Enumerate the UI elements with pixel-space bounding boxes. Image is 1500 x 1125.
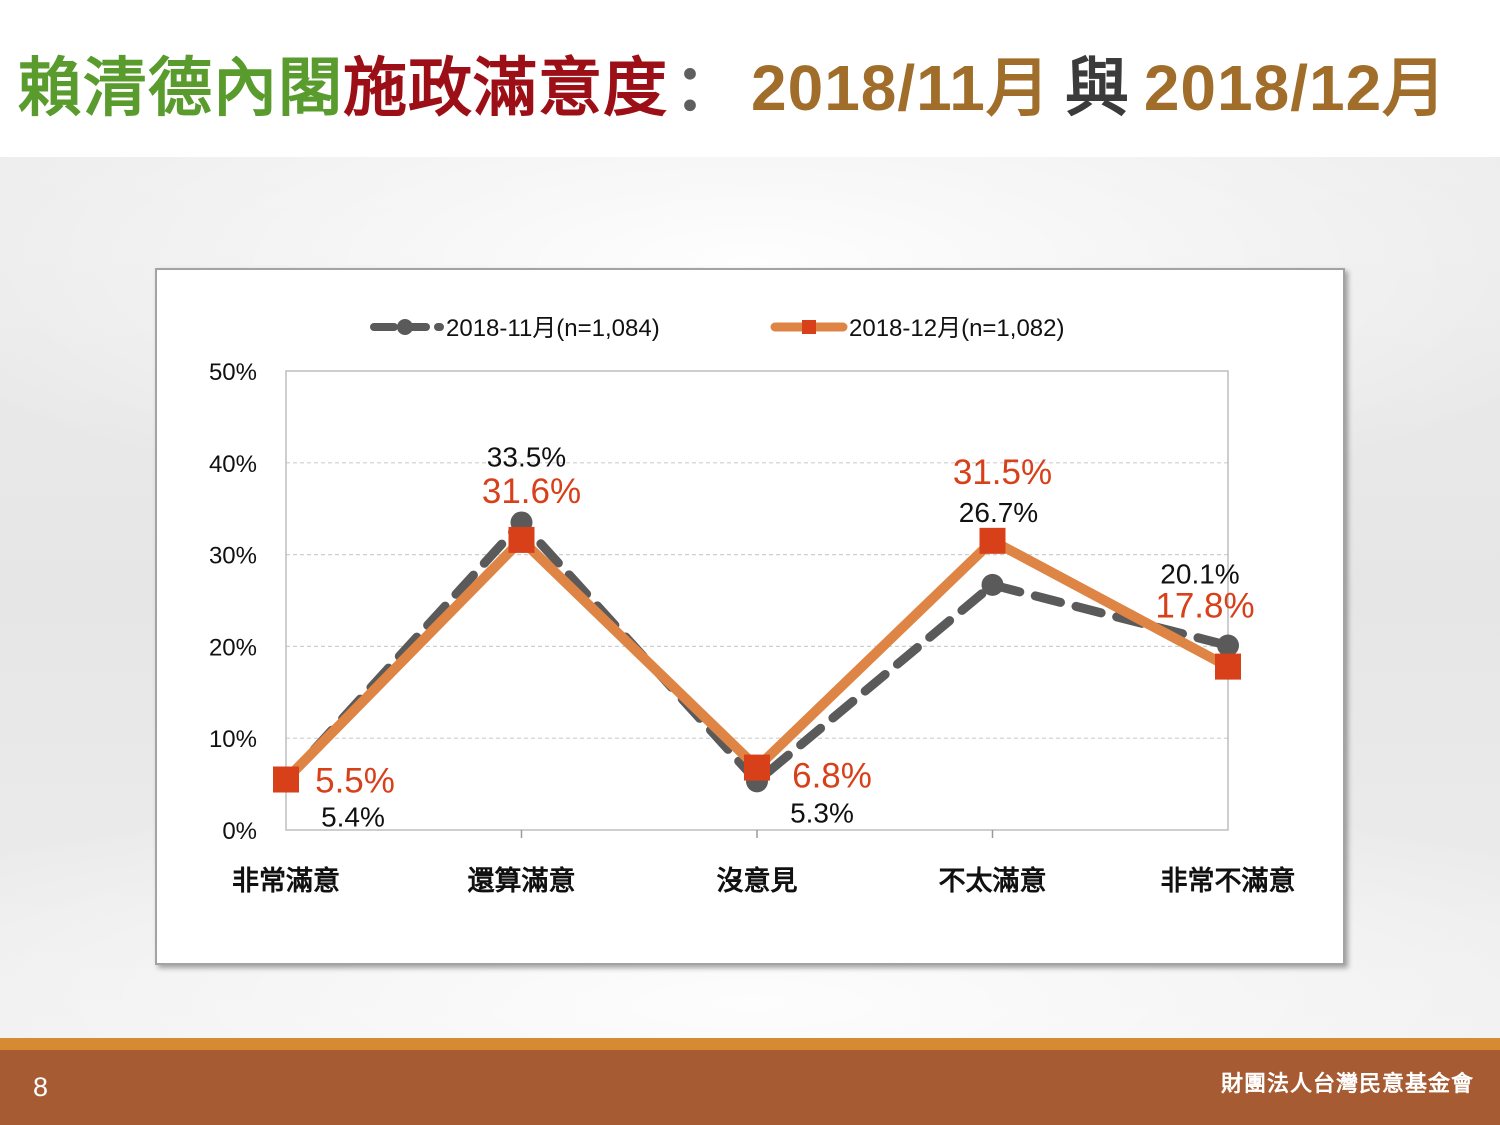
data-labels: 5.4% 33.5% 5.3% 26.7% 20.1% 5.5% 31.6% 6.8% 31.5…	[315, 441, 1255, 832]
x-category-label: 非常滿意	[232, 865, 340, 896]
series-2-data-label: 17.8%	[1155, 587, 1254, 626]
legend-item-series-1: 2018-11月(n=1,084)	[370, 315, 660, 342]
slide-title: 賴清德內閣施政滿意度： 2018/11月與 2018/12月	[18, 42, 1447, 134]
y-tick-label: 30%	[209, 543, 257, 570]
title-separator: ：	[674, 52, 739, 124]
title-bar: 賴清德內閣施政滿意度： 2018/11月與 2018/12月	[0, 0, 1500, 157]
gridlines	[286, 462, 1228, 739]
y-tick-label: 20%	[209, 634, 257, 661]
series-2-data-label: 5.5%	[315, 762, 395, 801]
footer-accent-line	[0, 1038, 1500, 1050]
x-category-label: 沒意見	[717, 865, 798, 896]
series-1-data-label: 5.3%	[790, 797, 854, 828]
x-category-label: 還算滿意	[468, 865, 576, 896]
title-cabinet: 賴清德內閣	[18, 52, 343, 124]
footer: 8 財團法人台灣民意基金會	[0, 1050, 1500, 1125]
series-1-point	[981, 573, 1004, 596]
line-chart: 0% 10% 20% 30% 40% 50% 非常滿意 還算滿意 沒意見 不太滿意 非常不滿意 20…	[209, 315, 1296, 896]
page-number: 8	[33, 1072, 49, 1102]
y-tick-label: 10%	[209, 726, 257, 753]
chart-panel	[155, 268, 1345, 965]
series-2-line	[281, 534, 1233, 785]
legend-series-2-label: 2018-12月(n=1,082)	[849, 315, 1064, 342]
x-category-label: 不太滿意	[939, 865, 1047, 896]
title-satisfaction: 施政滿意度	[343, 52, 668, 124]
series	[273, 511, 1241, 793]
series-2-point	[508, 526, 535, 553]
series-2-data-label: 31.6%	[482, 472, 581, 511]
series-1-data-label: 20.1%	[1160, 558, 1239, 589]
title-period-1: 2018/11月	[751, 52, 1051, 124]
axes: 0% 10% 20% 30% 40% 50% 非常滿意 還算滿意 沒意見 不太滿意 非常不滿意	[209, 359, 1296, 896]
y-tick-label: 50%	[209, 359, 257, 386]
series-1-data-label: 5.4%	[321, 801, 385, 832]
series-1-line	[281, 518, 1233, 786]
series-2-data-label: 6.8%	[792, 757, 872, 796]
series-1-data-label: 26.7%	[959, 497, 1038, 528]
series-2-point	[1215, 653, 1241, 680]
series-2-point	[979, 527, 1006, 554]
legend-item-series-2: 2018-12月(n=1,082)	[770, 315, 1064, 342]
title-and: 與	[1064, 52, 1130, 124]
series-1-data-label: 33.5%	[487, 441, 566, 472]
series-2-point	[273, 766, 299, 793]
y-tick-label: 0%	[222, 818, 257, 845]
legend-series-1-label: 2018-11月(n=1,084)	[446, 315, 660, 342]
series-2-data-label: 31.5%	[953, 453, 1052, 492]
legend: 2018-11月(n=1,084) 2018-12月(n=1,082)	[370, 315, 1064, 342]
legend-series-1-marker	[397, 319, 413, 335]
organization-name: 財團法人台灣民意基金會	[1220, 1072, 1474, 1097]
y-tick-label: 40%	[209, 451, 257, 478]
title-period-2: 2018/12月	[1143, 52, 1448, 124]
series-2-point	[744, 754, 770, 781]
x-category-label: 非常不滿意	[1161, 865, 1296, 896]
series-1-point	[1217, 634, 1239, 657]
legend-series-2-marker	[802, 320, 816, 334]
